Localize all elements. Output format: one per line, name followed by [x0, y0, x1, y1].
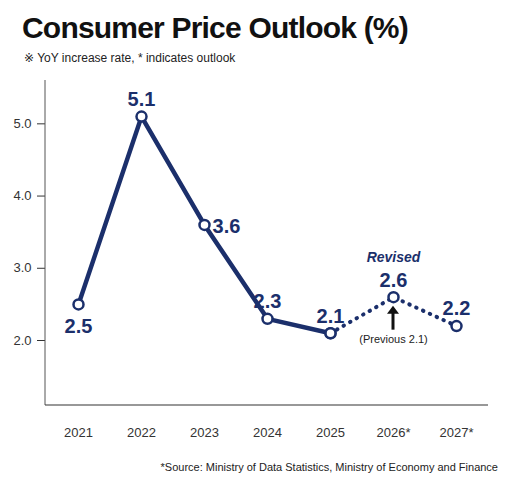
svg-text:2023: 2023	[190, 425, 219, 440]
svg-text:(Previous 2.1): (Previous 2.1)	[359, 333, 427, 345]
svg-text:2.2: 2.2	[443, 297, 471, 319]
svg-text:2021: 2021	[64, 425, 93, 440]
svg-text:2.6: 2.6	[380, 269, 408, 291]
html-text:※ YoY increase rate, * indicat: ※ YoY increase rate, * indicates outlook	[24, 51, 236, 65]
svg-text:3.0: 3.0	[13, 260, 31, 275]
svg-text:2022: 2022	[127, 425, 156, 440]
svg-text:2.1: 2.1	[317, 305, 345, 327]
svg-text:5.0: 5.0	[13, 116, 31, 131]
svg-text:3.6: 3.6	[213, 215, 241, 237]
html-text:*Source: Ministry of Data Stat: *Source: Ministry of Data Statistics, Mi…	[160, 461, 498, 473]
svg-text:4.0: 4.0	[13, 188, 31, 203]
svg-text:Revised: Revised	[367, 249, 421, 265]
svg-text:2027*: 2027*	[440, 425, 474, 440]
svg-text:2.3: 2.3	[254, 290, 282, 312]
svg-text:2025: 2025	[316, 425, 345, 440]
svg-text:2.5: 2.5	[65, 315, 93, 337]
html-text:Consumer Price Outlook (%): Consumer Price Outlook (%)	[22, 11, 408, 44]
svg-text:2024: 2024	[253, 425, 282, 440]
svg-text:2.0: 2.0	[13, 333, 31, 348]
svg-text:2026*: 2026*	[377, 425, 411, 440]
svg-text:5.1: 5.1	[128, 88, 156, 110]
